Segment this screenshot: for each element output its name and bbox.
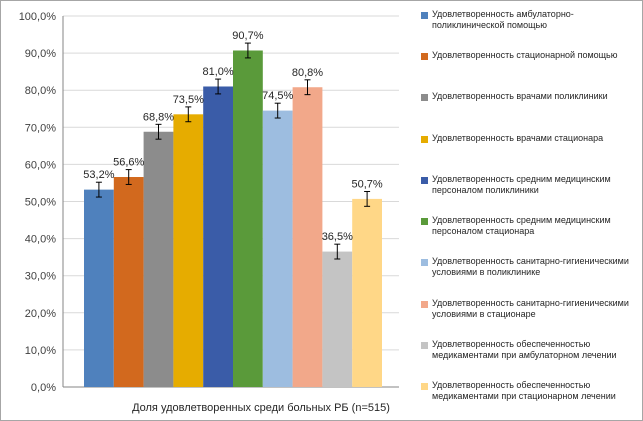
legend-label: Удовлетворенность санитарно-гигиенически… — [432, 256, 629, 278]
legend-label: Удовлетворенность обеспеченностью медика… — [432, 379, 616, 401]
legend-swatch — [421, 176, 428, 184]
bar — [113, 177, 144, 387]
bar — [292, 87, 323, 388]
y-tick-label: 70,0% — [25, 122, 56, 134]
legend-label: Удовлетворенность амбулаторно-поликлинич… — [432, 9, 574, 30]
legend-item: Удовлетворенность амбулаторно-поликлинич… — [421, 9, 639, 42]
legend-swatch — [421, 382, 428, 390]
legend-label: Удовлетворенность средним медицинским пе… — [432, 173, 611, 195]
chart-legend: Удовлетворенность амбулаторно-поликлинич… — [421, 9, 639, 413]
data-label: 53,2% — [83, 169, 114, 181]
y-tick-label: 80,0% — [25, 85, 56, 97]
legend-swatch — [421, 341, 428, 349]
error-bar — [125, 169, 132, 185]
legend-swatch — [421, 94, 428, 102]
legend-item: Удовлетворенность врачами стационара — [421, 133, 639, 166]
data-label: 56,6% — [113, 157, 144, 169]
legend-label: Удовлетворенность врачами стационара — [432, 132, 604, 143]
y-tick-label: 10,0% — [25, 345, 56, 357]
legend-swatch — [421, 259, 428, 267]
legend-label: Удовлетворенность стационарной помощью — [432, 50, 618, 61]
y-tick-label: 100,0% — [19, 11, 57, 23]
legend-item: Удовлетворенность санитарно-гигиенически… — [421, 298, 639, 331]
legend-item: Удовлетворенность врачами поликлиники — [421, 91, 639, 124]
legend-label: Удовлетворенность средним медицинским пе… — [432, 215, 611, 237]
bar — [322, 251, 353, 387]
bar — [233, 50, 263, 388]
legend-label: Удовлетворенность обеспеченностью медика… — [432, 338, 617, 360]
bar — [203, 86, 233, 388]
bar — [352, 198, 382, 387]
y-tick-label: 40,0% — [25, 234, 56, 246]
legend-item: Удовлетворенность стационарной помощью — [421, 50, 639, 83]
legend-item: Удовлетворенность санитарно-гигиенически… — [421, 256, 639, 289]
legend-swatch — [421, 12, 428, 19]
x-axis-label: Доля удовлетворенных среди больных РБ (n… — [132, 402, 390, 414]
legend-item: Удовлетворенность средним медицинским пе… — [421, 174, 639, 207]
legend-swatch — [421, 53, 428, 61]
error-bar — [185, 106, 192, 123]
legend-item: Удовлетворенность обеспеченностью медика… — [421, 380, 639, 413]
data-label: 74,5% — [262, 90, 293, 102]
data-label: 80,8% — [292, 67, 323, 79]
y-tick-label: 90,0% — [25, 48, 56, 60]
legend-swatch — [421, 135, 428, 143]
legend-item: Удовлетворенность обеспеченностью медика… — [421, 339, 639, 372]
bar — [262, 110, 293, 387]
legend-swatch — [421, 218, 428, 226]
error-bar — [304, 79, 311, 96]
legend-label: Удовлетворенность врачами поликлиники — [432, 91, 608, 102]
error-bar — [364, 190, 371, 207]
error-bar — [155, 123, 162, 140]
data-label: 36,5% — [322, 231, 353, 243]
y-tick-label: 0,0% — [31, 382, 56, 394]
error-bar — [274, 102, 281, 119]
bar — [84, 189, 114, 387]
data-label: 81,0% — [202, 66, 233, 78]
data-label: 73,5% — [173, 94, 204, 106]
data-label: 50,7% — [351, 178, 382, 190]
legend-label: Удовлетворенность санитарно-гигиенически… — [432, 297, 629, 319]
y-tick-label: 60,0% — [25, 159, 56, 171]
error-bar — [244, 42, 251, 59]
data-label: 68,8% — [143, 111, 174, 123]
y-tick-label: 50,0% — [25, 197, 56, 209]
legend-item: Удовлетворенность средним медицинским пе… — [421, 215, 639, 248]
y-tick-label: 30,0% — [25, 271, 56, 283]
bar — [143, 131, 174, 387]
error-bar — [95, 181, 102, 198]
labels-layer: 53,2%56,6% 68,8% 73,5% 81,0% 90,7% 74,5% 80,8%… — [83, 30, 383, 243]
bar-chart: 0,0% 10,0% 20,0% 30,0% 40,0% 50,0% 60,0% 70,0% 8… — [19, 11, 399, 414]
data-label: 90,7% — [232, 30, 263, 42]
error-bar — [215, 78, 222, 95]
y-tick-label: 20,0% — [25, 308, 56, 320]
legend-swatch — [421, 300, 428, 308]
bar — [173, 114, 204, 387]
error-bar — [334, 243, 341, 260]
bars-layer — [84, 42, 382, 388]
